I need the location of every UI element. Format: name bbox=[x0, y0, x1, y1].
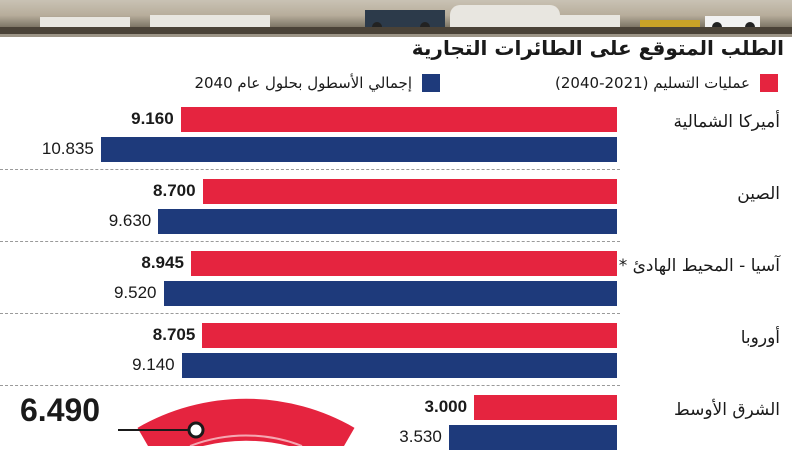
value-label-fleet: 9.140 bbox=[132, 355, 175, 374]
bar-fleet bbox=[100, 137, 617, 162]
legend-deliveries: عمليات التسليم (2021-2040) bbox=[555, 72, 778, 94]
value-label-deliveries: 8.945 bbox=[141, 253, 184, 272]
bar-fleet bbox=[163, 281, 617, 306]
bar-deliveries bbox=[180, 107, 617, 132]
value-label-deliveries: 3.000 bbox=[424, 397, 468, 416]
bar-deliveries bbox=[202, 179, 617, 204]
bar-deliveries bbox=[474, 395, 617, 420]
bar-fleet bbox=[158, 209, 617, 234]
bar-deliveries bbox=[202, 323, 617, 348]
value-label-deliveries: 8.700 bbox=[153, 181, 196, 200]
category-label: الشرق الأوسط bbox=[673, 400, 780, 420]
legend-fleet: إجمالي الأسطول بحلول عام 2040 bbox=[194, 72, 440, 94]
group-separator bbox=[0, 241, 620, 242]
group-separator bbox=[0, 169, 620, 170]
value-label-fleet: 9.630 bbox=[108, 211, 152, 230]
category-label: الصين bbox=[737, 184, 780, 204]
ring-inner-arc bbox=[189, 434, 303, 446]
legend-label-fleet: إجمالي الأسطول بحلول عام 2040 bbox=[194, 74, 412, 92]
group-separator bbox=[0, 313, 620, 314]
value-label-deliveries: 9.160 bbox=[131, 109, 174, 128]
chart-title: الطلب المتوقع على الطائرات التجارية bbox=[411, 36, 784, 60]
ring-arc bbox=[137, 398, 355, 446]
annotation-marker bbox=[187, 421, 205, 439]
legend-swatch-deliveries bbox=[760, 74, 778, 92]
bar-deliveries bbox=[190, 251, 617, 276]
value-label-fleet: 9.520 bbox=[113, 283, 157, 302]
category-label: أوروبا bbox=[740, 328, 780, 348]
category-label: أميركا الشمالية bbox=[673, 112, 780, 132]
group-separator bbox=[0, 385, 620, 386]
value-label-deliveries: 8.705 bbox=[152, 325, 196, 344]
value-label-fleet: 10.835 bbox=[41, 139, 94, 158]
header-photo bbox=[0, 0, 792, 34]
annotation-value: 6.490 bbox=[20, 392, 101, 428]
header-divider bbox=[0, 34, 792, 37]
legend-label-deliveries: عمليات التسليم (2021-2040) bbox=[555, 74, 750, 92]
bar-fleet bbox=[448, 425, 617, 450]
category-label: آسيا - المحيط الهادئ * bbox=[618, 256, 780, 276]
legend-swatch-fleet bbox=[422, 74, 440, 92]
bar-fleet bbox=[181, 353, 617, 378]
value-label-fleet: 3.530 bbox=[399, 427, 442, 446]
